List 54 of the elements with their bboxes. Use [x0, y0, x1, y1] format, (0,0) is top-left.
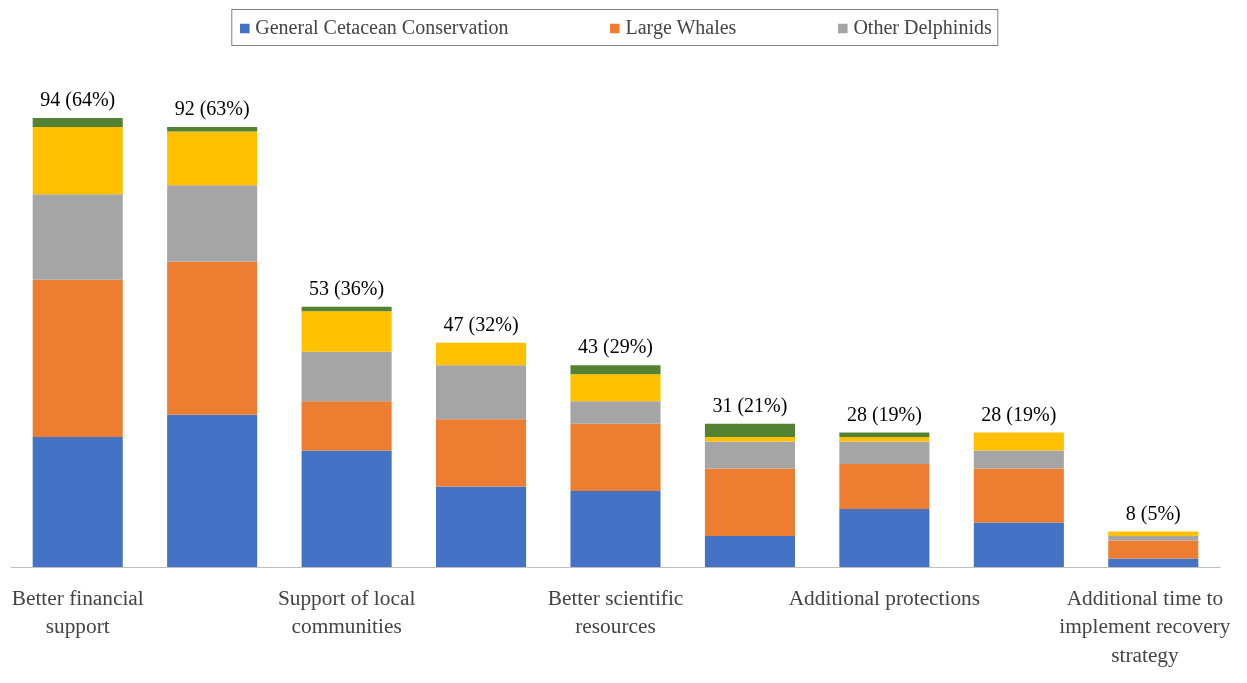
bar — [32, 279, 123, 438]
bar — [32, 194, 123, 280]
bar — [436, 419, 527, 487]
legend-label: Other Delphinids — [853, 16, 992, 39]
bar — [32, 437, 123, 568]
bar — [704, 441, 795, 469]
total-label: 43 (29%) — [578, 335, 653, 359]
bar — [570, 423, 661, 492]
x-tick-label: Support of local communities — [277, 585, 416, 639]
bar — [167, 131, 258, 186]
total-label: 8 (5%) — [1125, 501, 1181, 525]
bar — [436, 342, 527, 366]
total-label: 47 (32%) — [443, 312, 519, 336]
bar — [301, 311, 392, 352]
legend-label: General Cetacean Conservation — [255, 16, 509, 39]
bar — [167, 414, 258, 568]
bar — [839, 464, 930, 510]
legend-label: Large Whales — [625, 16, 737, 39]
bar — [436, 486, 527, 568]
bar — [301, 401, 392, 451]
bar — [839, 437, 930, 442]
x-tick-label: Additional protections — [788, 585, 981, 610]
total-label: 94 (64%) — [40, 87, 116, 111]
bar — [839, 509, 930, 568]
bar — [704, 423, 795, 438]
x-tick-label: Additional time to implement recovery strategy — [1059, 585, 1231, 668]
bar — [704, 437, 795, 442]
bar — [570, 401, 661, 424]
total-label: 28 (19%) — [846, 402, 922, 426]
bar — [167, 261, 258, 415]
bar — [570, 491, 661, 568]
bar — [301, 450, 392, 568]
bar — [32, 117, 123, 127]
bar — [973, 468, 1064, 523]
bar — [704, 468, 795, 537]
total-label: 31 (21%) — [712, 393, 788, 417]
bar — [704, 536, 795, 568]
bar — [1108, 540, 1199, 559]
bar — [301, 351, 392, 402]
total-label: 53 (36%) — [309, 276, 385, 300]
total-label: 92 (63%) — [174, 96, 250, 120]
bar — [167, 185, 258, 262]
bar — [973, 450, 1064, 469]
x-tick-label: Better scientific resources — [547, 585, 684, 639]
bar — [436, 365, 527, 420]
total-label: 28 (19%) — [981, 402, 1057, 426]
bar — [973, 522, 1064, 568]
bar — [570, 374, 661, 402]
bar — [973, 432, 1064, 451]
bar — [839, 441, 930, 465]
bar — [570, 365, 661, 375]
bar — [32, 126, 123, 195]
x-tick-label: Better financial support — [11, 585, 144, 639]
bar — [1108, 536, 1199, 541]
